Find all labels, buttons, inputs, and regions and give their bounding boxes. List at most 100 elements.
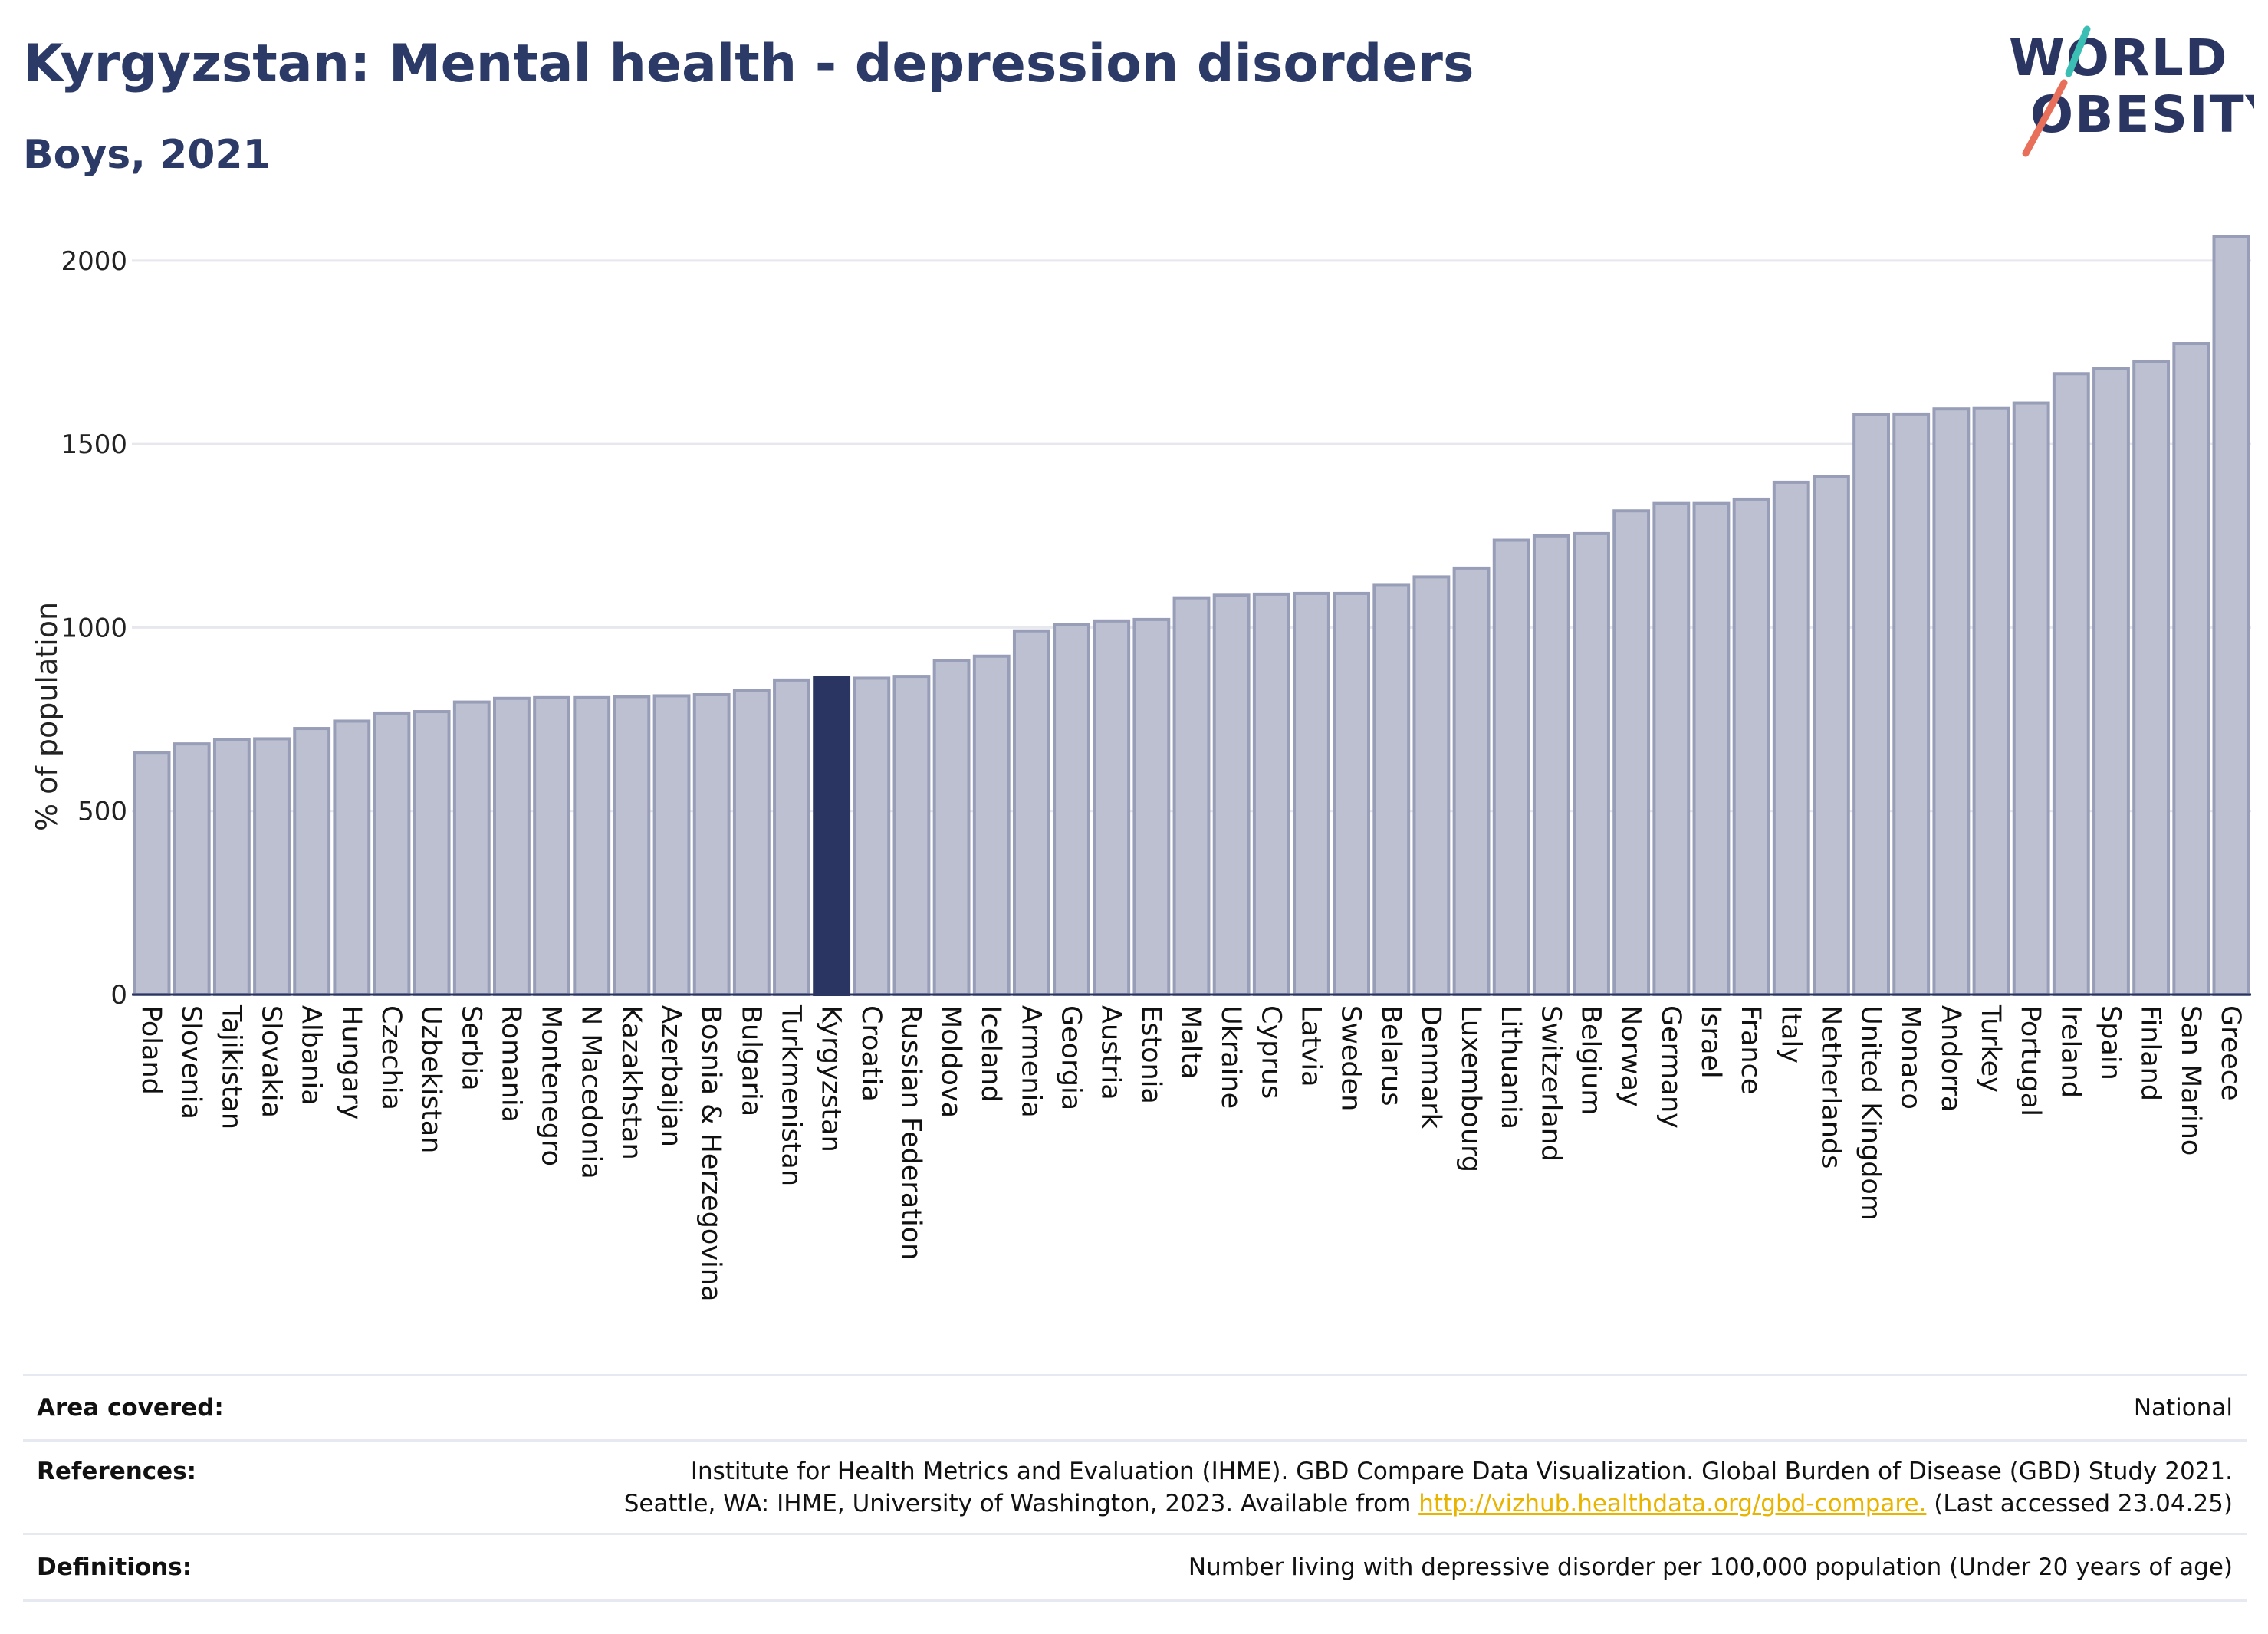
x-tick-label: Spain <box>2095 1005 2125 1080</box>
info-table: Area covered: National References: Insti… <box>23 1374 2247 1602</box>
x-tick-label: Poland <box>136 1005 166 1095</box>
references-link[interactable]: http://vizhub.healthdata.org/gbd-compare… <box>1418 1490 1927 1517</box>
logo-word-2: OBESITY <box>2030 85 2254 144</box>
bar <box>1612 509 1651 996</box>
x-tick-label: Cyprus <box>1255 1005 1286 1099</box>
bar <box>1293 591 1330 996</box>
y-tick-label: 500 <box>77 797 127 827</box>
x-tick-label: Slovakia <box>256 1005 287 1118</box>
x-tick-label: France <box>1735 1005 1766 1094</box>
y-tick-label: 1000 <box>61 613 127 643</box>
x-tick-label: Estonia <box>1136 1005 1166 1104</box>
world-obesity-logo: WORLD OBESITY <box>2009 25 2254 157</box>
bars <box>133 235 2250 997</box>
references-value: Institute for Health Metrics and Evaluat… <box>624 1455 2247 1520</box>
x-tick-label: Belgium <box>1576 1005 1606 1116</box>
x-tick-label: Croatia <box>856 1005 886 1102</box>
bar <box>533 695 571 996</box>
bar <box>773 678 810 996</box>
bar <box>2012 401 2050 996</box>
references-label: References: <box>37 1458 197 1485</box>
definitions-row: Definitions: Number living with depressi… <box>23 1533 2247 1602</box>
bar <box>1532 534 1570 996</box>
x-tick-label: Austria <box>1096 1005 1126 1100</box>
x-tick-label: Serbia <box>455 1005 486 1091</box>
bar <box>853 676 891 996</box>
x-tick-label: Germany <box>1655 1005 1686 1129</box>
x-tick-label: Norway <box>1616 1005 1646 1107</box>
x-tick-label: Ukraine <box>1215 1005 1246 1109</box>
bar <box>2212 235 2250 996</box>
x-tick-label: Denmark <box>1415 1005 1446 1129</box>
x-tick-label: Slovenia <box>176 1005 206 1119</box>
bar <box>1093 619 1131 996</box>
bar <box>452 700 491 996</box>
bar <box>1692 501 1731 996</box>
x-tick-label: Sweden <box>1336 1005 1366 1111</box>
bar <box>1892 412 1931 996</box>
references-line-2-pre: Seattle, WA: IHME, University of Washing… <box>623 1490 1419 1517</box>
bar <box>1492 538 1530 996</box>
bar <box>1252 592 1290 996</box>
bar <box>613 695 651 997</box>
page-subtitle: Boys, 2021 <box>23 132 271 178</box>
bar <box>1012 629 1050 996</box>
x-tick-label: Luxembourg <box>1455 1005 1486 1172</box>
x-tick-label: N Macedonia <box>576 1005 606 1179</box>
bar-chart: 0 500 1000 1500 2000 Poland Slovenia Tajikista… <box>30 235 2251 1301</box>
x-tick-label: Czechia <box>376 1005 406 1110</box>
x-tick-label: Portugal <box>2015 1005 2046 1116</box>
bar <box>1812 475 1850 996</box>
x-tick-label: Uzbekistan <box>416 1005 446 1153</box>
bar <box>2132 359 2171 996</box>
references-line-2-post: (Last accessed 23.04.25) <box>1926 1490 2233 1517</box>
x-tick-label: Iceland <box>975 1005 1006 1103</box>
x-tick-label: Kyrgyzstan <box>816 1005 846 1152</box>
bar <box>892 675 931 996</box>
bar <box>1372 583 1411 996</box>
bar <box>1212 593 1251 996</box>
bar <box>293 727 331 996</box>
page-title: Kyrgyzstan: Mental health - depression d… <box>23 34 1474 94</box>
bar <box>1452 566 1491 996</box>
x-tick-label: Montenegro <box>536 1005 567 1166</box>
x-tick-label: Bosnia & Herzegovina <box>695 1005 726 1301</box>
bar <box>1333 591 1371 996</box>
x-tick-label: Belarus <box>1376 1005 1406 1106</box>
x-tick-label: San Marino <box>2175 1005 2206 1156</box>
references-row: References: Institute for Health Metrics… <box>23 1439 2247 1533</box>
x-tick-label: Malta <box>1175 1005 1206 1080</box>
bar <box>1972 406 2010 996</box>
x-tick-label: Greece <box>2215 1005 2246 1101</box>
y-axis-ticks: 0 500 1000 1500 2000 <box>61 246 127 1011</box>
area-label: Area covered: <box>37 1394 224 1422</box>
definitions-label: Definitions: <box>37 1553 192 1581</box>
x-tick-label: Azerbaijan <box>656 1005 686 1147</box>
references-line-1: Institute for Health Metrics and Evaluat… <box>690 1458 2233 1485</box>
logo-word-1: WORLD <box>2009 28 2229 87</box>
bar <box>972 654 1011 996</box>
x-tick-label: Switzerland <box>1535 1005 1566 1162</box>
bar <box>1132 617 1171 997</box>
bar <box>413 710 451 996</box>
x-tick-label: Ireland <box>2055 1005 2086 1098</box>
bar <box>732 689 771 996</box>
x-tick-label: Andorra <box>1935 1005 1966 1112</box>
bar <box>1732 497 1770 996</box>
bar <box>2052 372 2090 996</box>
bar-highlighted <box>813 676 851 996</box>
bar <box>493 696 531 996</box>
bar <box>212 738 251 997</box>
area-value: National <box>2133 1394 2233 1422</box>
x-tick-label: Monaco <box>1895 1005 1926 1110</box>
x-tick-label: United Kingdom <box>1855 1005 1886 1221</box>
bar <box>2092 367 2130 996</box>
x-tick-label: Turkmenistan <box>775 1004 806 1186</box>
bar <box>1172 596 1211 996</box>
bar <box>652 694 691 996</box>
y-tick-label: 0 <box>110 980 127 1011</box>
bar <box>1772 480 1810 996</box>
bar <box>253 737 291 997</box>
bar <box>133 751 171 997</box>
bar <box>1852 413 1890 996</box>
